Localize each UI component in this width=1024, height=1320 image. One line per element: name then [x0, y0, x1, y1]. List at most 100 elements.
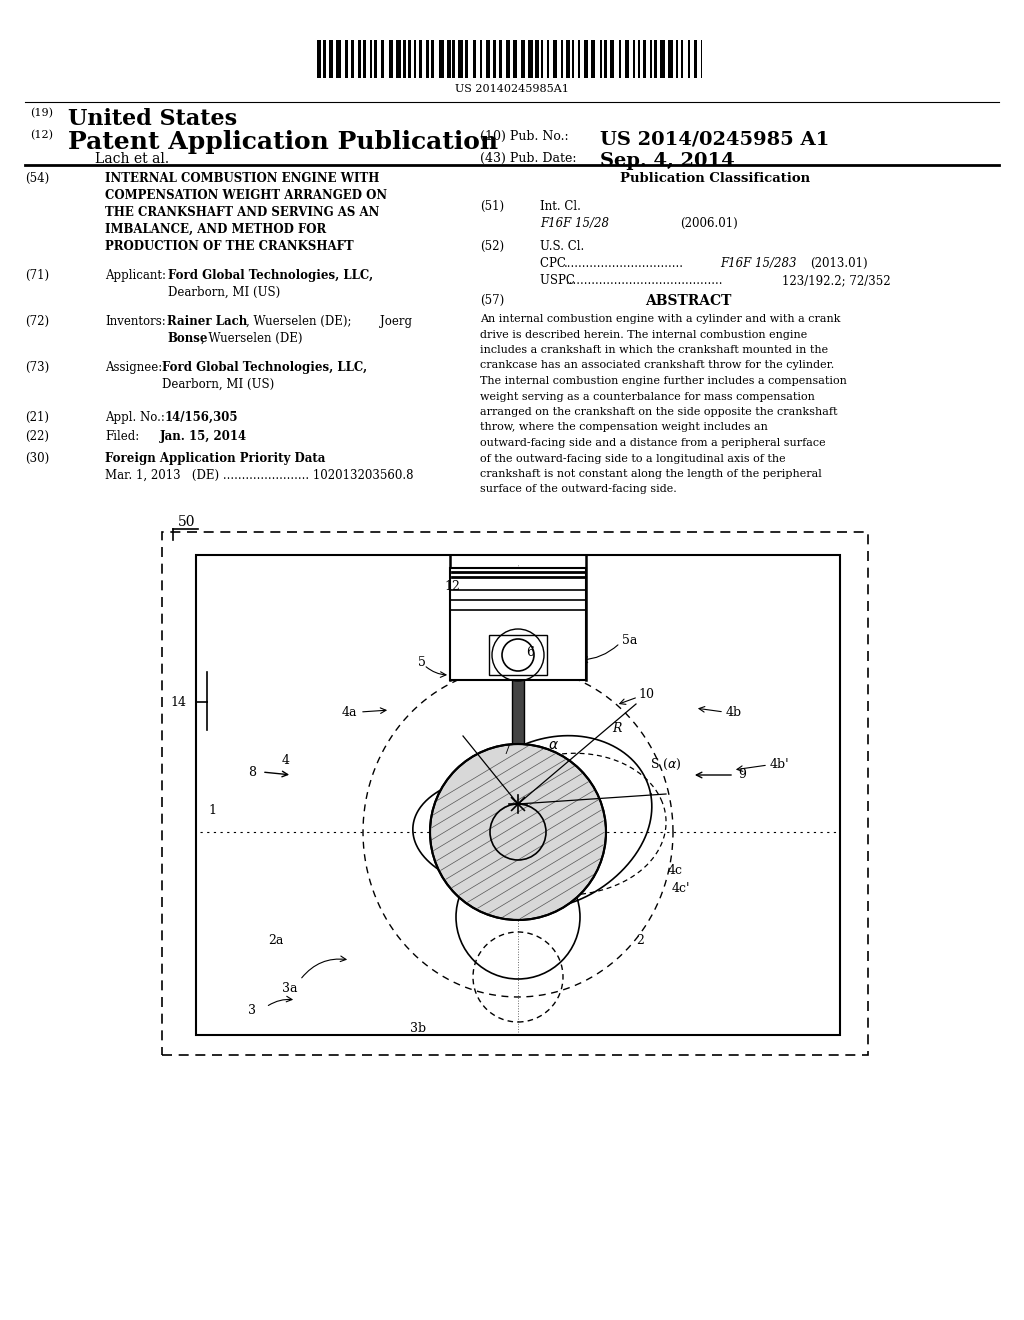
Text: 5a: 5a — [622, 634, 637, 647]
Text: 12: 12 — [444, 581, 460, 594]
Text: (71): (71) — [25, 269, 49, 282]
Bar — [486, 40, 490, 78]
Bar — [317, 40, 321, 78]
Text: 4: 4 — [282, 754, 290, 767]
Text: 3b: 3b — [410, 1022, 426, 1035]
Bar — [453, 40, 455, 78]
Bar — [618, 40, 622, 78]
Bar — [473, 40, 476, 78]
Bar — [626, 40, 629, 78]
Text: Sep. 4, 2014: Sep. 4, 2014 — [600, 152, 735, 170]
Text: Joerg: Joerg — [380, 315, 412, 327]
Bar — [669, 40, 673, 78]
Bar — [415, 40, 417, 78]
Bar — [458, 40, 463, 78]
Bar — [370, 40, 372, 78]
Text: drive is described herein. The internal combustion engine: drive is described herein. The internal … — [480, 330, 807, 339]
Text: 3a: 3a — [282, 982, 298, 994]
Circle shape — [430, 744, 606, 920]
Text: crankcase has an associated crankshaft throw for the cylinder.: crankcase has an associated crankshaft t… — [480, 360, 835, 371]
Text: throw, where the compensation weight includes an: throw, where the compensation weight inc… — [480, 422, 768, 433]
Bar — [571, 40, 573, 78]
Text: surface of the outward-facing side.: surface of the outward-facing side. — [480, 484, 677, 495]
Text: (43) Pub. Date:: (43) Pub. Date: — [480, 152, 577, 165]
Bar — [351, 40, 354, 78]
Bar — [480, 40, 482, 78]
Text: weight serving as a counterbalance for mass compensation: weight serving as a counterbalance for m… — [480, 392, 815, 401]
Text: Mar. 1, 2013   (DE) ....................... 102013203560.8: Mar. 1, 2013 (DE) ......................… — [105, 469, 414, 482]
Text: ABSTRACT: ABSTRACT — [645, 294, 731, 308]
Text: 2a: 2a — [268, 933, 284, 946]
Text: , Wuerselen (DE): , Wuerselen (DE) — [201, 333, 302, 345]
Text: (12): (12) — [30, 129, 53, 140]
Text: U.S. Cl.: U.S. Cl. — [540, 240, 585, 253]
Text: 5: 5 — [418, 656, 426, 668]
Bar — [506, 40, 510, 78]
Text: crankshaft is not constant along the length of the peripheral: crankshaft is not constant along the len… — [480, 469, 821, 479]
Text: 4c': 4c' — [672, 882, 690, 895]
Text: (73): (73) — [25, 360, 49, 374]
Text: Int. Cl.: Int. Cl. — [540, 201, 581, 213]
Bar — [196, 554, 840, 1035]
Text: The internal combustion engine further includes a compensation: The internal combustion engine further i… — [480, 376, 847, 385]
Bar — [512, 671, 524, 804]
Bar — [591, 40, 595, 78]
Bar — [396, 40, 400, 78]
Bar — [362, 40, 366, 78]
Bar — [535, 40, 539, 78]
Bar — [494, 40, 496, 78]
Bar — [643, 40, 646, 78]
Bar — [426, 40, 429, 78]
Bar — [389, 40, 393, 78]
Text: Assignee:: Assignee: — [105, 360, 162, 374]
Bar — [578, 40, 581, 78]
Text: includes a crankshaft in which the crankshaft mounted in the: includes a crankshaft in which the crank… — [480, 345, 828, 355]
Text: (2006.01): (2006.01) — [680, 216, 737, 230]
Text: of the outward-facing side to a longitudinal axis of the: of the outward-facing side to a longitud… — [480, 454, 785, 463]
Text: 1: 1 — [208, 804, 216, 817]
Text: (72): (72) — [25, 315, 49, 327]
Bar — [585, 40, 588, 78]
Text: Patent Application Publication: Patent Application Publication — [68, 129, 498, 154]
Bar — [676, 40, 678, 78]
Bar — [324, 40, 326, 78]
Bar — [693, 40, 697, 78]
Text: 2: 2 — [636, 933, 644, 946]
Text: CPC: CPC — [540, 257, 569, 271]
Bar — [419, 40, 422, 78]
Text: 50: 50 — [178, 515, 196, 529]
Text: $\alpha$: $\alpha$ — [548, 738, 559, 752]
Text: 7: 7 — [503, 743, 511, 756]
Text: Dearborn, MI (US): Dearborn, MI (US) — [168, 286, 281, 300]
Bar — [329, 40, 333, 78]
Bar — [409, 40, 411, 78]
Text: (52): (52) — [480, 240, 504, 253]
Text: Ford Global Technologies, LLC,: Ford Global Technologies, LLC, — [162, 360, 368, 374]
Text: 123/192.2; 72/352: 123/192.2; 72/352 — [782, 275, 891, 286]
Text: INTERNAL COMBUSTION ENGINE WITH: INTERNAL COMBUSTION ENGINE WITH — [105, 172, 379, 185]
Text: (2013.01): (2013.01) — [810, 257, 867, 271]
Text: Jan. 15, 2014: Jan. 15, 2014 — [160, 430, 247, 444]
Text: Foreign Application Priority Data: Foreign Application Priority Data — [105, 451, 326, 465]
Bar — [687, 40, 690, 78]
Bar — [650, 40, 652, 78]
Text: An internal combustion engine with a cylinder and with a crank: An internal combustion engine with a cyl… — [480, 314, 841, 323]
Text: IMBALANCE, AND METHOD FOR: IMBALANCE, AND METHOD FOR — [105, 223, 327, 236]
Bar — [633, 40, 635, 78]
Bar — [521, 40, 524, 78]
Bar — [547, 40, 549, 78]
Text: (51): (51) — [480, 201, 504, 213]
Text: Inventors:: Inventors: — [105, 315, 166, 327]
Bar — [345, 40, 348, 78]
Text: (54): (54) — [25, 172, 49, 185]
Text: Publication Classification: Publication Classification — [620, 172, 810, 185]
Text: 9: 9 — [738, 768, 745, 781]
Text: USPC: USPC — [540, 275, 579, 286]
Bar — [374, 40, 377, 78]
Text: Dearborn, MI (US): Dearborn, MI (US) — [162, 378, 274, 391]
Bar — [381, 40, 384, 78]
Text: COMPENSATION WEIGHT ARRANGED ON: COMPENSATION WEIGHT ARRANGED ON — [105, 189, 387, 202]
Text: S ($\alpha$): S ($\alpha$) — [650, 756, 682, 772]
Bar — [450, 568, 586, 680]
Bar — [465, 40, 468, 78]
